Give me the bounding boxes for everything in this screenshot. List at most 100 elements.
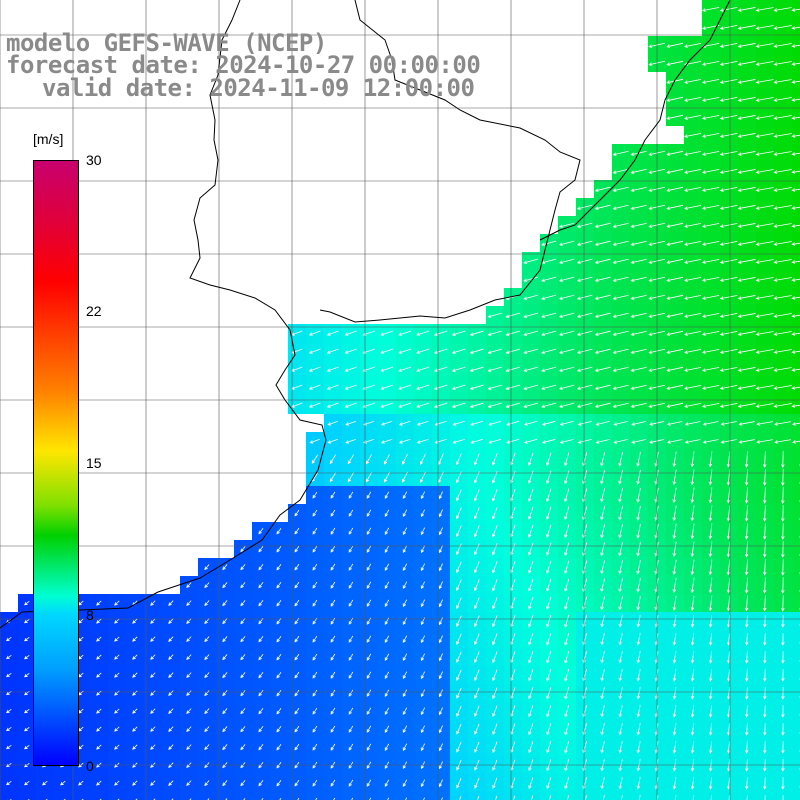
wind-arrow — [755, 385, 774, 390]
wind-arrow — [204, 672, 210, 679]
wind-arrow — [258, 690, 264, 697]
wind-arrow — [773, 97, 792, 102]
wind-arrow — [491, 489, 498, 502]
wind-arrow — [618, 470, 623, 485]
wind-cell — [612, 792, 630, 800]
wind-arrow — [384, 563, 390, 571]
wind-arrow — [719, 205, 738, 210]
wind-arrow — [737, 295, 756, 300]
wind-arrow — [387, 797, 390, 800]
wind-arrow — [204, 636, 210, 643]
wind-arrow — [402, 509, 408, 518]
wind-arrow — [541, 402, 557, 408]
wind-arrow — [719, 187, 738, 192]
colorbar-unit: [m/s] — [33, 131, 64, 147]
wind-arrow — [452, 420, 465, 426]
wind-arrow — [279, 797, 282, 800]
wind-arrow — [701, 186, 720, 192]
wind-arrow — [398, 366, 412, 372]
wind-arrow — [600, 741, 605, 754]
wind-arrow — [24, 780, 30, 786]
wind-arrow — [744, 669, 749, 682]
wind-arrow — [168, 654, 174, 660]
wind-arrow — [420, 689, 426, 698]
wind-arrow — [594, 330, 611, 336]
wind-arrow — [528, 669, 534, 682]
wind-arrow — [744, 559, 749, 576]
wind-arrow — [348, 671, 354, 679]
wind-arrow — [737, 241, 756, 246]
wind-cell — [792, 774, 800, 792]
wind-arrow — [546, 687, 552, 700]
wind-arrow — [420, 725, 426, 734]
wind-arrow — [620, 795, 623, 800]
wind-arrow — [630, 186, 647, 192]
wind-arrow — [402, 581, 408, 590]
wind-arrow — [791, 224, 800, 228]
wind-arrow — [494, 795, 498, 800]
wind-arrow — [222, 690, 228, 697]
wind-arrow — [402, 725, 408, 734]
wind-arrow — [781, 777, 785, 790]
wind-arrow — [763, 723, 767, 736]
wind-arrow — [708, 669, 713, 682]
wind-arrow — [564, 668, 570, 682]
wind-arrow — [612, 384, 629, 390]
wind-arrow — [204, 744, 210, 751]
wind-arrow — [672, 723, 677, 736]
wind-arrow — [720, 439, 737, 444]
wind-arrow — [258, 528, 264, 535]
wind-arrow — [701, 222, 720, 228]
wind-arrow — [312, 581, 318, 589]
wind-arrow — [240, 726, 246, 733]
wind-arrow — [612, 294, 629, 300]
wind-arrow — [672, 633, 677, 646]
wind-arrow — [153, 798, 156, 800]
wind-arrow — [726, 541, 731, 558]
wind-arrow — [701, 402, 720, 408]
wind-arrow — [366, 653, 372, 661]
wind-arrow — [701, 96, 720, 102]
wind-arrow — [737, 313, 756, 318]
wind-arrow — [672, 487, 677, 504]
wind-arrow — [672, 577, 677, 593]
wind-cell — [540, 792, 558, 800]
wind-arrow — [781, 723, 785, 736]
wind-arrow — [438, 725, 443, 734]
wind-arrow — [708, 469, 713, 486]
wind-cell — [792, 720, 800, 738]
wind-arrow — [207, 798, 210, 800]
wind-arrow — [348, 581, 354, 589]
wind-arrow — [755, 241, 774, 246]
wind-arrow — [791, 350, 800, 354]
valid-date: valid date: 2024-11-09 12:00:00 — [42, 74, 475, 102]
wind-cell — [792, 288, 800, 306]
wind-arrow — [258, 564, 264, 571]
wind-arrow — [781, 504, 785, 522]
wind-arrow — [559, 258, 575, 264]
wind-arrow — [6, 727, 12, 732]
wind-arrow — [487, 384, 502, 390]
wind-arrow — [438, 491, 443, 500]
wind-cell — [792, 360, 800, 378]
wind-arrow — [630, 204, 647, 210]
wind-arrow — [559, 438, 574, 444]
wind-arrow — [576, 366, 593, 372]
wind-arrow — [24, 636, 30, 642]
wind-arrow — [690, 505, 695, 522]
wind-arrow — [595, 438, 610, 444]
wind-arrow — [452, 438, 465, 444]
wind-cell — [792, 324, 800, 342]
wind-arrow — [690, 469, 695, 486]
wind-arrow — [781, 687, 785, 700]
wind-arrow — [559, 384, 575, 390]
wind-arrow — [150, 618, 156, 624]
wind-arrow — [491, 525, 498, 538]
wind-arrow — [564, 560, 570, 575]
wind-arrow — [618, 596, 623, 611]
wind-arrow — [744, 651, 749, 664]
wind-arrow — [781, 541, 785, 558]
wind-arrow — [630, 276, 647, 282]
wind-arrow — [276, 725, 282, 733]
wind-arrow — [726, 487, 731, 504]
